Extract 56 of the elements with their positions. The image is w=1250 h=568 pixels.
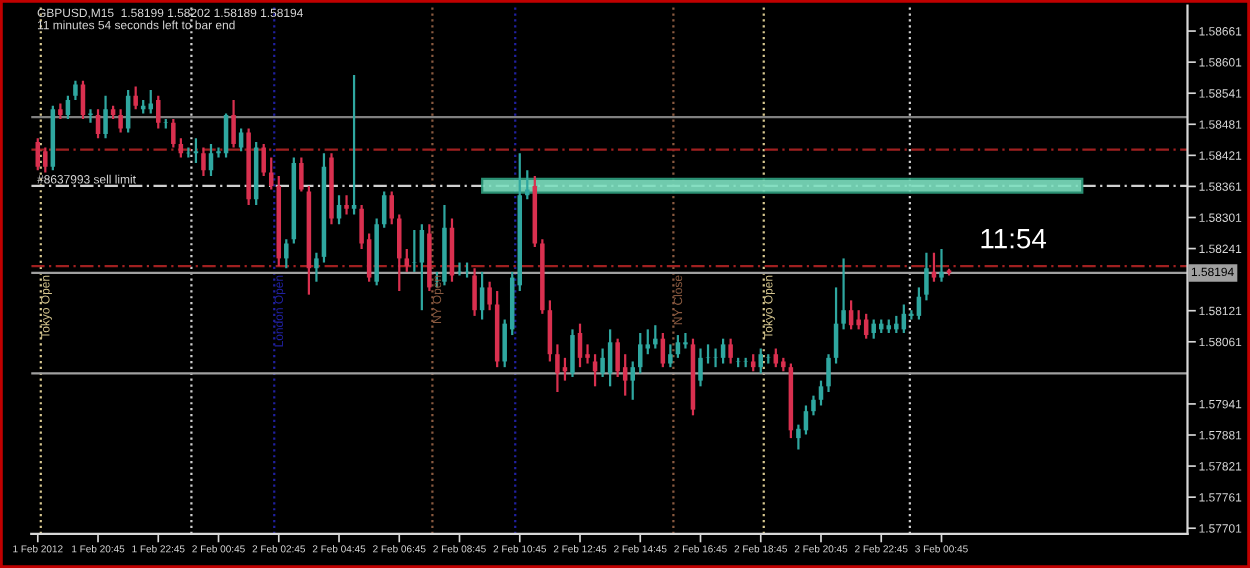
- candlestick: [630, 360, 635, 401]
- candlestick: [637, 331, 643, 375]
- candlestick: [73, 79, 78, 102]
- candlestick: [615, 337, 620, 379]
- candlestick: [826, 353, 831, 394]
- candlestick: [419, 223, 425, 312]
- candlestick: [570, 328, 575, 379]
- candlestick: [668, 343, 673, 369]
- candlestick: [261, 142, 266, 178]
- candlestick: [720, 337, 726, 365]
- candlestick: [80, 79, 86, 121]
- candlestick: [201, 146, 206, 178]
- candlestick: [88, 108, 93, 124]
- candlestick: [404, 247, 410, 273]
- candlestick: [103, 94, 108, 140]
- candlestick: [931, 251, 937, 283]
- candlestick: [351, 73, 357, 216]
- annotation: 11:54: [981, 229, 1047, 249]
- candlestick: [148, 88, 153, 115]
- candlestick: [773, 347, 779, 369]
- candlestick: [758, 347, 764, 375]
- candlestick: [600, 347, 605, 379]
- candlestick: [728, 337, 733, 365]
- candlestick: [457, 261, 462, 277]
- candlestick: [344, 194, 349, 216]
- candlestick: [841, 257, 846, 331]
- candlestick: [299, 156, 304, 193]
- candlestick: [133, 85, 138, 111]
- candlestick: [856, 309, 861, 331]
- candlestick: [118, 108, 123, 134]
- candlestick: [156, 94, 161, 130]
- candlestick: [314, 251, 319, 283]
- candlestick: [397, 213, 402, 293]
- candlestick: [171, 117, 176, 149]
- candlestick: [592, 353, 598, 388]
- candlestick: [284, 238, 289, 270]
- candlestick: [525, 169, 530, 201]
- candlestick: [683, 331, 688, 350]
- candlestick: [43, 146, 48, 174]
- candlestick: [268, 156, 274, 191]
- candlestick: [653, 324, 658, 350]
- candlestick: [698, 347, 703, 388]
- candlestick: [811, 394, 816, 417]
- candlestick: [336, 194, 342, 226]
- candlestick: [713, 347, 718, 369]
- candlestick: [472, 267, 477, 317]
- candlestick: [231, 98, 236, 149]
- candlestick: [871, 318, 876, 340]
- candlestick: [487, 280, 492, 312]
- candlestick: [555, 343, 560, 394]
- candlestick: [818, 379, 824, 407]
- candlestick: [412, 228, 417, 273]
- candlestick: [705, 343, 711, 365]
- candlestick: [389, 190, 394, 226]
- candlestick: [924, 251, 929, 302]
- candlestick: [939, 247, 944, 283]
